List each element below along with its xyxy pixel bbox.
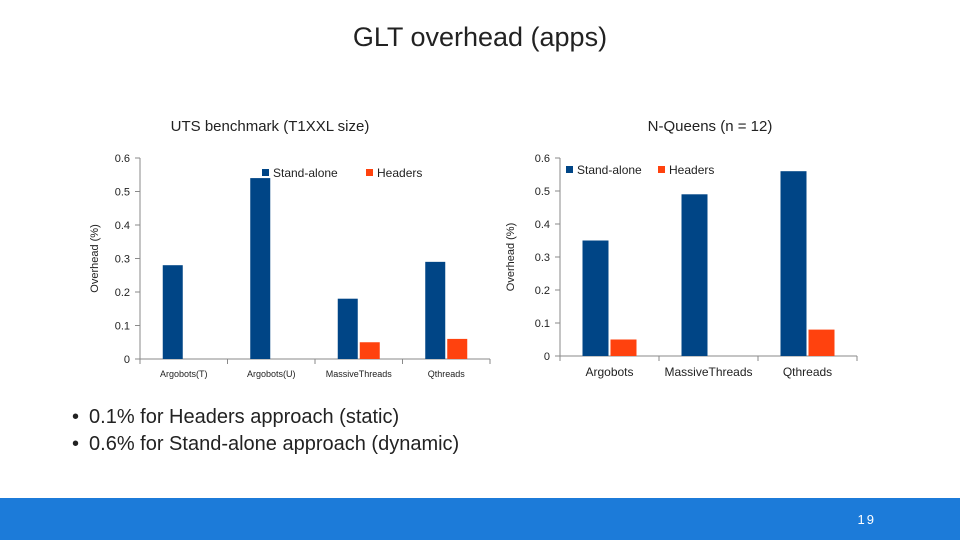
y-axis-label: Overhead (%)	[89, 224, 101, 292]
legend-label: Headers	[377, 166, 422, 180]
x-tick-label: Argobots	[585, 365, 633, 379]
y-tick-label: 0.5	[115, 187, 130, 199]
bar-stand-alone	[681, 194, 708, 356]
x-tick-label: Qthreads	[428, 369, 466, 379]
page-number: 19	[857, 512, 876, 527]
y-tick-label: 0.2	[535, 285, 550, 297]
y-tick-label: 0.4	[115, 220, 130, 232]
y-tick-label: 0.4	[535, 219, 550, 231]
x-tick-label: Argobots(T)	[160, 369, 208, 379]
y-tick-label: 0.1	[115, 321, 130, 333]
uts-chart-svg: 0 0.1 0.2 0.3 0.4 0.5 0.6 Argobots(T) Argobots(U…	[89, 153, 491, 379]
bar-headers	[359, 342, 380, 359]
uts-chart: UTS benchmark (T1XXL size) 0 0.1 0.2 0.3 0.4…	[70, 112, 491, 402]
legend-label: Stand-alone	[577, 163, 642, 177]
y-tick-label: 0.3	[115, 254, 130, 266]
bar-headers	[610, 339, 637, 356]
legend-swatch	[366, 169, 373, 176]
bar-headers	[447, 338, 468, 359]
legend-label: Stand-alone	[273, 166, 338, 180]
nqueens-chart: N-Queens (n = 12) 0 0.1 0.2 0.3 0.4 0.5 0.6 Arg…	[490, 112, 890, 402]
bar-stand-alone	[425, 261, 446, 359]
chart-title: N-Queens (n = 12)	[647, 118, 773, 135]
bar-stand-alone	[582, 240, 609, 356]
legend-swatch	[566, 166, 573, 173]
footer-bar: 19	[0, 498, 960, 540]
chart-title: UTS benchmark (T1XXL size)	[170, 118, 370, 135]
bullet-list: 0.1% for Headers approach (static) 0.6% …	[72, 404, 459, 458]
y-tick-label: 0.1	[535, 318, 550, 330]
y-tick-label: 0.6	[535, 153, 550, 165]
bar-stand-alone	[337, 298, 358, 359]
y-axis-label: Overhead (%)	[505, 223, 517, 291]
y-tick-label: 0.2	[115, 287, 130, 299]
bar-headers	[808, 329, 835, 356]
y-tick-label: 0.3	[535, 252, 550, 264]
y-tick-label: 0	[544, 351, 550, 363]
nqueens-chart-svg: 0 0.1 0.2 0.3 0.4 0.5 0.6 Argobots MassiveThread…	[505, 153, 858, 379]
bar-stand-alone	[780, 171, 807, 356]
x-tick-label: MassiveThreads	[664, 365, 752, 379]
bullet-item: 0.1% for Headers approach (static)	[72, 404, 459, 431]
slide-title: GLT overhead (apps)	[352, 22, 608, 52]
y-tick-label: 0.6	[115, 153, 130, 165]
bar-stand-alone	[162, 265, 183, 359]
legend-swatch	[658, 166, 665, 173]
x-tick-label: Argobots(U)	[247, 369, 296, 379]
y-tick-label: 0.5	[535, 186, 550, 198]
x-tick-label: MassiveThreads	[326, 369, 393, 379]
bullet-item: 0.6% for Stand-alone approach (dynamic)	[72, 431, 459, 458]
legend-label: Headers	[669, 163, 714, 177]
y-tick-label: 0	[124, 354, 130, 366]
bar-stand-alone	[250, 178, 271, 359]
x-tick-label: Qthreads	[783, 365, 832, 379]
legend-swatch	[262, 169, 269, 176]
